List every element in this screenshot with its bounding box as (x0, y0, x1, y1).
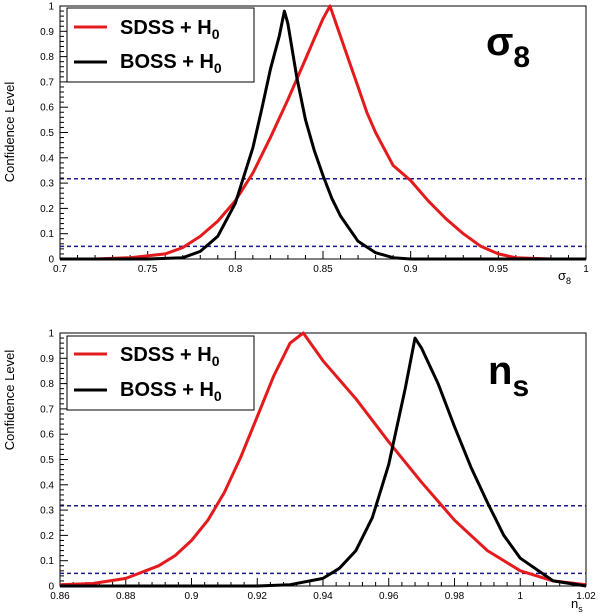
y-tick-label: 0.8 (40, 52, 54, 63)
y-tick-label: 0.4 (40, 480, 54, 491)
x-tick-label: 0.8 (228, 264, 242, 275)
x-axis-label-base: n (571, 596, 578, 611)
x-axis-label-base: σ (558, 268, 566, 283)
y-tick-label: 0.6 (40, 103, 54, 114)
y-tick-label: 0.4 (40, 153, 54, 164)
y-tick-label: 0.2 (40, 531, 54, 542)
x-axis-label-sub: 8 (566, 276, 571, 286)
legend: SDSS + H0 BOSS + H0 (66, 335, 255, 411)
ns-panel: 0.86 0.88 0.9 0.92 0.94 0.96 0.98 1 1.02 0 0.1 0.2 0… (2, 329, 596, 615)
legend-label-boss-base: BOSS + H (120, 379, 214, 401)
parameter-label-sub: 8 (513, 41, 530, 74)
y-axis-label: Confidence Level (2, 82, 17, 183)
x-tick-label: 0.85 (313, 264, 333, 275)
x-tick-label: 0.7 (53, 264, 67, 275)
y-tick-label: 0.9 (40, 354, 54, 365)
x-tick-label: 0.75 (138, 264, 158, 275)
y-tick-label: 0.7 (40, 77, 54, 88)
legend: SDSS + H0 BOSS + H0 (66, 7, 255, 83)
x-axis-label-sub: s (578, 604, 583, 614)
y-tick-label: 0 (48, 582, 54, 593)
x-tick-label: 1 (517, 591, 523, 602)
y-tick-label: 0.9 (40, 27, 54, 38)
x-tick-label: 0.95 (489, 264, 509, 275)
y-tick-label: 0.2 (40, 204, 54, 215)
y-tick-label: 0.3 (40, 179, 54, 190)
legend-label-sdss-sub: 0 (212, 26, 220, 42)
legend-label-boss-base: BOSS + H (120, 51, 214, 73)
x-tick-label: 0.98 (445, 591, 465, 602)
legend-label-sdss: SDSS + H0 (120, 344, 220, 369)
legend-label-boss-sub: 0 (214, 60, 222, 76)
x-tick-label: 1 (583, 264, 589, 275)
y-tick-label: 0.3 (40, 506, 54, 517)
legend-label-boss-sub: 0 (214, 388, 222, 404)
y-tick-label: 1 (48, 2, 54, 13)
parameter-label-sub: s (512, 370, 529, 403)
sdss-h0-curve (60, 4, 586, 261)
sdss-h0-curve (59, 331, 587, 587)
x-tick-label: 0.9 (404, 264, 418, 275)
parameter-label-base: n (488, 349, 512, 393)
legend-box (66, 335, 255, 411)
x-tick-label: 0.86 (50, 591, 70, 602)
legend-label-boss: BOSS + H0 (120, 51, 222, 76)
boss-h0-curve (60, 336, 587, 588)
y-axis-label: Confidence Level (2, 350, 17, 451)
parameter-label: ns (488, 349, 529, 403)
parameter-label-base: σ (486, 20, 513, 64)
y-tick-label: 0.5 (40, 128, 54, 139)
x-axis-label: ns (571, 596, 583, 614)
x-tick-label: 0.9 (185, 591, 199, 602)
y-tick-label: 0.1 (40, 229, 54, 240)
y-tick-label: 0.6 (40, 430, 54, 441)
y-tick-label: 0 (48, 255, 54, 266)
x-tick-label: 0.92 (248, 591, 268, 602)
x-tick-label: 1.02 (576, 591, 596, 602)
x-tick-label: 0.94 (313, 591, 333, 602)
y-tick-label: 0.8 (40, 379, 54, 390)
x-tick-label: 0.88 (116, 591, 136, 602)
y-tick-label: 0.7 (40, 404, 54, 415)
legend-label-sdss: SDSS + H0 (120, 17, 220, 42)
x-axis-label: σ8 (558, 268, 571, 286)
legend-box (66, 7, 255, 83)
y-tick-label: 0.1 (40, 556, 54, 567)
y-tick-label: 1 (48, 329, 54, 340)
y-tick-label: 0.5 (40, 455, 54, 466)
parameter-label: σ8 (486, 20, 530, 74)
legend-label-boss: BOSS + H0 (120, 379, 222, 404)
legend-label-sdss-sub: 0 (212, 353, 220, 369)
legend-label-sdss-base: SDSS + H (120, 17, 212, 39)
boss-h0-curve (60, 9, 586, 261)
sigma8-panel: 0.7 0.75 0.8 0.85 0.9 0.95 1 0 0.1 0.2 0.3 0.4 0.5 0.… (2, 2, 589, 287)
legend-label-sdss-base: SDSS + H (120, 344, 212, 366)
x-tick-label: 0.96 (379, 591, 399, 602)
